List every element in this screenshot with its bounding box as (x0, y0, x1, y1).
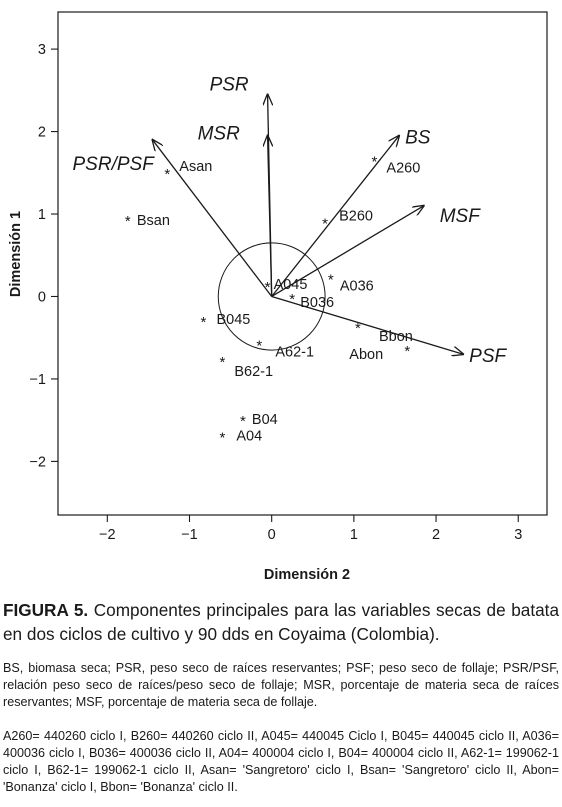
point-label: Bbon (379, 329, 413, 345)
y-axis-label: Dimensión 1 (8, 211, 24, 297)
x-tick-label: 3 (514, 527, 522, 543)
point-label: B260 (339, 208, 373, 224)
x-tick-label: 1 (350, 527, 358, 543)
point-marker: * (265, 279, 271, 296)
vector-label: MSF (440, 206, 482, 227)
x-tick-label: −2 (99, 527, 116, 543)
point-label: B036 (300, 295, 334, 311)
biplot-chart: −2 −1 0 1 2 3 −2 −1 0 1 2 3 PSR MSR PSR/PSF BS MSF PSF *… (8, 11, 548, 583)
y-tick-label: −2 (29, 454, 46, 470)
point-marker: * (289, 291, 295, 308)
point-label: B045 (216, 312, 250, 328)
point-marker: * (371, 153, 377, 170)
vector-arrow (153, 140, 273, 297)
x-tick-label: 0 (268, 527, 276, 543)
point-marker: * (256, 337, 262, 354)
x-tick-label: 2 (432, 527, 440, 543)
point-marker: * (164, 166, 170, 183)
point-label: Abon (349, 347, 383, 363)
point-label: A045 (274, 277, 308, 293)
abbreviations-note: BS, biomasa seca; PSR, peso seco de raíc… (3, 661, 559, 709)
point-marker: * (355, 320, 361, 337)
point-marker: * (328, 271, 334, 288)
figure-caption: FIGURA 5. Componentes principales para l… (3, 598, 559, 646)
point-label: A62-1 (275, 344, 314, 360)
x-axis-label: Dimensión 2 (264, 567, 350, 583)
point-label: Asan (179, 159, 212, 175)
vector-label: PSF (469, 346, 507, 367)
codes-note: A260= 440260 ciclo I, B260= 440260 ciclo… (3, 729, 559, 794)
point-label: A260 (386, 160, 420, 176)
point-marker: * (125, 213, 131, 230)
vector-label: PSR/PSF (73, 154, 156, 175)
y-tick-label: 0 (38, 289, 46, 305)
point-label: B62-1 (234, 364, 273, 380)
point-marker: * (201, 314, 207, 331)
point-marker: * (404, 343, 410, 360)
y-tick-label: −1 (29, 372, 46, 388)
point-label: A04 (236, 429, 262, 445)
vector-arrow (271, 206, 424, 298)
point-marker: * (322, 215, 328, 232)
point-label: Bsan (137, 213, 170, 229)
vector-arrow (271, 136, 399, 297)
point-marker: * (219, 430, 225, 447)
point-label: B04 (252, 412, 278, 428)
y-tick-label: 2 (38, 125, 46, 141)
figure-title: Componentes principales para las variabl… (3, 600, 559, 644)
x-tick-label: −1 (181, 527, 198, 543)
vector-label: PSR (210, 74, 249, 95)
y-tick-label: 3 (38, 42, 46, 58)
vector-label: BS (405, 128, 431, 149)
figure-label: FIGURA 5. (3, 600, 89, 620)
point-label: A036 (340, 278, 374, 294)
y-tick-label: 1 (38, 207, 46, 223)
vector-label: MSR (198, 124, 241, 145)
plot-frame (57, 11, 548, 516)
vector-arrow (268, 136, 272, 297)
correlation-circle (217, 242, 326, 351)
point-marker: * (219, 354, 225, 371)
vector-arrow (271, 295, 463, 354)
point-marker: * (240, 413, 246, 430)
